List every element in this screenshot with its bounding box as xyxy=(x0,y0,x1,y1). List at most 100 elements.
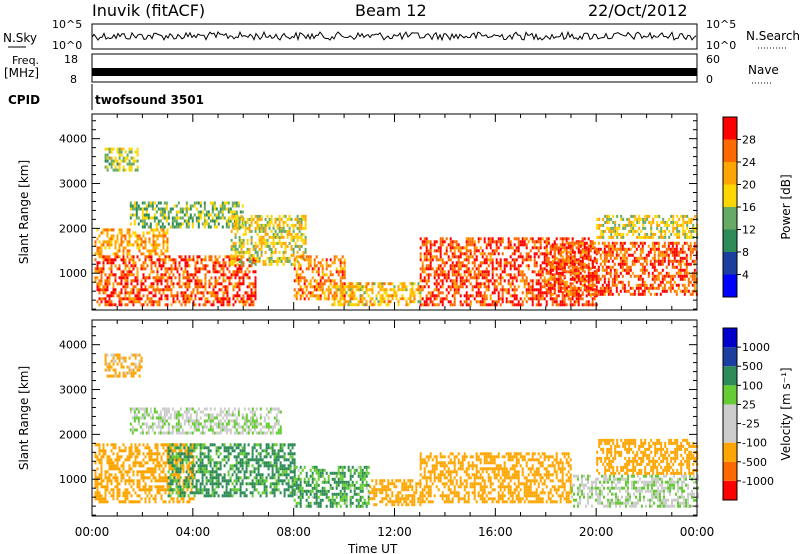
echo-cell xyxy=(477,285,480,289)
echo-cell xyxy=(159,201,162,205)
echo-cell xyxy=(547,237,550,241)
echo-cell xyxy=(106,443,109,447)
echo-cell xyxy=(134,294,137,298)
echo-cell xyxy=(182,258,185,262)
echo-cell xyxy=(100,494,103,498)
echo-cell xyxy=(363,291,366,295)
echo-cell xyxy=(565,241,568,245)
echo-cell xyxy=(684,235,687,239)
echo-cell xyxy=(112,258,115,262)
echo-cell xyxy=(303,279,306,283)
echo-cell xyxy=(166,279,169,283)
echo-cell xyxy=(156,273,159,277)
echo-cell xyxy=(142,288,145,292)
echo-cell xyxy=(254,220,257,224)
echo-cell xyxy=(108,467,111,471)
echo-cell xyxy=(192,303,195,307)
echo-cell xyxy=(493,252,496,256)
echo-cell xyxy=(175,467,178,471)
echo-cell xyxy=(451,255,454,259)
echo-cell xyxy=(171,458,174,462)
echo-cell xyxy=(136,243,139,247)
echo-cell xyxy=(138,258,141,262)
echo-cell xyxy=(122,165,125,169)
echo-cell xyxy=(108,476,111,480)
echo-cell xyxy=(617,292,620,296)
echo-cell xyxy=(465,243,468,247)
echo-cell xyxy=(551,247,554,251)
echo-cell xyxy=(317,294,320,298)
echo-cell xyxy=(179,494,182,498)
echo-cell xyxy=(429,267,432,271)
echo-cell xyxy=(104,494,107,498)
echo-cell xyxy=(359,282,362,286)
echo-cell xyxy=(561,243,564,247)
echo-cell xyxy=(327,279,330,283)
echo-cell xyxy=(611,283,614,287)
echo-cell xyxy=(513,261,516,265)
echo-cell xyxy=(154,476,157,480)
echo-cell xyxy=(166,479,169,483)
echo-cell xyxy=(254,294,257,298)
echo-cell xyxy=(177,225,180,229)
echo-cell xyxy=(549,268,552,272)
echo-cell xyxy=(154,497,157,501)
echo-cell xyxy=(593,277,596,281)
echo-cell xyxy=(337,258,340,262)
echo-cell xyxy=(692,229,695,233)
echo-cell xyxy=(110,467,113,471)
echo-cell xyxy=(581,262,584,266)
echo-cell xyxy=(162,500,165,504)
echo-cell xyxy=(242,300,245,304)
echo-cell xyxy=(94,243,97,247)
echo-cell xyxy=(221,213,224,217)
echo-cell xyxy=(134,455,137,459)
echo-cell xyxy=(670,232,673,236)
echo-cell xyxy=(509,276,512,280)
echo-cell xyxy=(649,259,652,263)
echo-cell xyxy=(158,261,161,265)
echo-cell xyxy=(228,300,231,304)
echo-cell xyxy=(166,458,169,462)
echo-cell xyxy=(439,300,442,304)
echo-cell xyxy=(621,259,624,263)
echo-cell xyxy=(305,285,308,289)
echo-cell xyxy=(204,267,207,271)
echo-cell xyxy=(140,488,143,492)
echo-cell xyxy=(126,303,129,307)
echo-cell xyxy=(441,273,444,277)
echo-cell xyxy=(187,446,190,450)
echo-cell xyxy=(203,216,206,220)
echo-cell xyxy=(102,291,105,295)
echo-cell xyxy=(144,237,147,241)
echo-cell xyxy=(341,270,344,274)
echo-cell xyxy=(233,201,236,205)
echo-cell xyxy=(288,217,291,221)
echo-cell xyxy=(313,267,316,271)
echo-cell xyxy=(539,273,542,277)
echo-cell xyxy=(587,280,590,284)
echo-cell xyxy=(232,285,235,289)
echo-cell xyxy=(610,232,613,236)
echo-cell xyxy=(214,261,217,265)
echo-cell xyxy=(199,210,202,214)
echo-cell xyxy=(425,264,428,268)
echo-cell xyxy=(604,229,607,233)
echo-cell xyxy=(250,300,253,304)
echo-cell xyxy=(176,461,179,465)
echo-cell xyxy=(122,261,125,265)
echo-cell xyxy=(543,258,546,262)
echo-cell xyxy=(132,291,135,295)
echo-cell xyxy=(577,250,580,254)
echo-cell xyxy=(465,303,468,307)
echo-cell xyxy=(169,461,172,465)
echo-cell xyxy=(337,270,340,274)
echo-cell xyxy=(155,225,158,229)
echo-cell xyxy=(185,470,188,474)
echo-cell xyxy=(619,259,622,263)
echo-cell xyxy=(571,286,574,290)
echo-cell xyxy=(533,297,536,301)
echo-cell xyxy=(104,485,107,489)
echo-cell xyxy=(126,156,129,160)
echo-cell xyxy=(248,217,251,221)
